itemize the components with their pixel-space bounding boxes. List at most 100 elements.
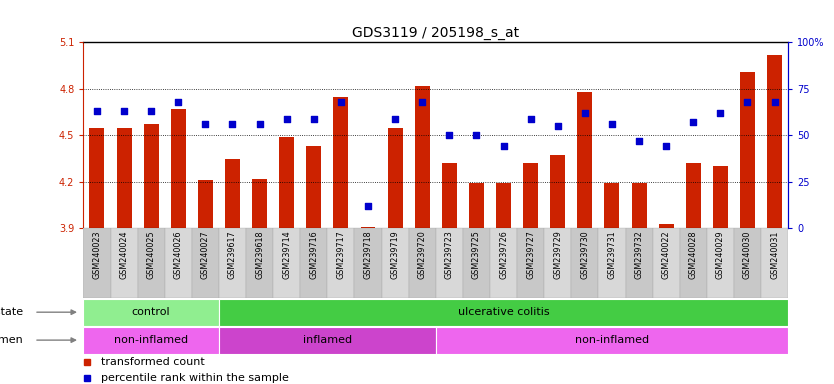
Bar	[550, 156, 565, 228]
Bar	[110, 228, 138, 298]
Bar	[605, 184, 620, 228]
Text: ulcerative colitis: ulcerative colitis	[458, 307, 550, 317]
Point	[632, 138, 646, 144]
Text: GSM240031: GSM240031	[770, 230, 779, 279]
Point	[741, 99, 754, 105]
Point	[90, 108, 103, 114]
Point	[551, 123, 565, 129]
Point	[144, 108, 158, 114]
Bar	[496, 184, 511, 228]
Bar	[279, 137, 294, 228]
Point	[524, 116, 537, 122]
Bar	[707, 228, 734, 298]
Bar	[83, 228, 110, 298]
Text: GSM239714: GSM239714	[282, 230, 291, 279]
Point	[280, 116, 294, 122]
Bar	[83, 299, 219, 326]
Text: GSM239723: GSM239723	[445, 230, 454, 279]
Text: GSM240022: GSM240022	[661, 230, 671, 279]
Bar	[577, 92, 592, 228]
Bar	[219, 327, 436, 354]
Text: GSM239730: GSM239730	[580, 230, 590, 279]
Bar	[252, 179, 267, 228]
Bar	[686, 163, 701, 228]
Bar	[334, 96, 349, 228]
Point	[605, 121, 619, 127]
Point	[470, 132, 483, 138]
Text: GSM239731: GSM239731	[607, 230, 616, 279]
Bar	[327, 228, 354, 298]
Bar	[767, 55, 782, 228]
Bar	[631, 184, 646, 228]
Text: disease state: disease state	[0, 307, 23, 317]
Bar	[246, 228, 274, 298]
Point	[253, 121, 266, 127]
Text: GSM240024: GSM240024	[119, 230, 128, 279]
Bar	[117, 127, 132, 228]
Point	[361, 203, 374, 209]
Text: inflamed: inflamed	[303, 335, 352, 345]
Text: GSM239720: GSM239720	[418, 230, 427, 279]
Bar	[300, 228, 327, 298]
Text: GSM239617: GSM239617	[228, 230, 237, 279]
Text: GSM239716: GSM239716	[309, 230, 319, 279]
Bar	[652, 228, 680, 298]
Text: GSM240029: GSM240029	[716, 230, 725, 279]
Text: GSM239732: GSM239732	[635, 230, 644, 279]
Bar	[599, 228, 626, 298]
Point	[660, 144, 673, 150]
Text: percentile rank within the sample: percentile rank within the sample	[101, 373, 289, 383]
Text: GSM239729: GSM239729	[553, 230, 562, 280]
Point	[389, 116, 402, 122]
Bar	[354, 228, 382, 298]
Point	[578, 110, 591, 116]
Text: GSM240028: GSM240028	[689, 230, 698, 279]
Bar	[734, 228, 761, 298]
Bar	[219, 228, 246, 298]
Point	[172, 99, 185, 105]
Bar	[165, 228, 192, 298]
Bar	[219, 299, 788, 326]
Bar	[517, 228, 545, 298]
Bar	[571, 228, 599, 298]
Text: GSM240026: GSM240026	[173, 230, 183, 279]
Bar	[545, 228, 571, 298]
Text: GSM239719: GSM239719	[390, 230, 399, 279]
Point	[118, 108, 131, 114]
Bar	[436, 228, 463, 298]
Bar	[409, 228, 436, 298]
Point	[307, 116, 320, 122]
Text: transformed count: transformed count	[101, 357, 205, 367]
Bar	[463, 228, 490, 298]
Text: GSM240030: GSM240030	[743, 230, 752, 279]
Bar	[192, 228, 219, 298]
Bar	[469, 184, 484, 228]
Bar	[680, 228, 707, 298]
Bar	[523, 163, 538, 228]
Text: non-inflamed: non-inflamed	[114, 335, 188, 345]
Bar	[740, 72, 755, 228]
Text: GSM239717: GSM239717	[336, 230, 345, 279]
Bar	[761, 228, 788, 298]
Point	[686, 119, 700, 125]
Text: GSM239725: GSM239725	[472, 230, 481, 280]
Point	[226, 121, 239, 127]
Point	[334, 99, 348, 105]
Bar	[713, 166, 728, 228]
Bar	[143, 124, 158, 228]
Bar	[442, 163, 457, 228]
Point	[443, 132, 456, 138]
Point	[714, 110, 727, 116]
Bar	[171, 109, 186, 228]
Text: non-inflamed: non-inflamed	[575, 335, 649, 345]
Text: GSM239727: GSM239727	[526, 230, 535, 280]
Text: GDS3119 / 205198_s_at: GDS3119 / 205198_s_at	[352, 26, 520, 40]
Bar	[436, 327, 788, 354]
Bar	[382, 228, 409, 298]
Text: GSM240027: GSM240027	[201, 230, 210, 279]
Point	[198, 121, 212, 127]
Text: GSM240025: GSM240025	[147, 230, 156, 279]
Bar	[388, 127, 403, 228]
Text: GSM239718: GSM239718	[364, 230, 373, 279]
Text: GSM239726: GSM239726	[499, 230, 508, 279]
